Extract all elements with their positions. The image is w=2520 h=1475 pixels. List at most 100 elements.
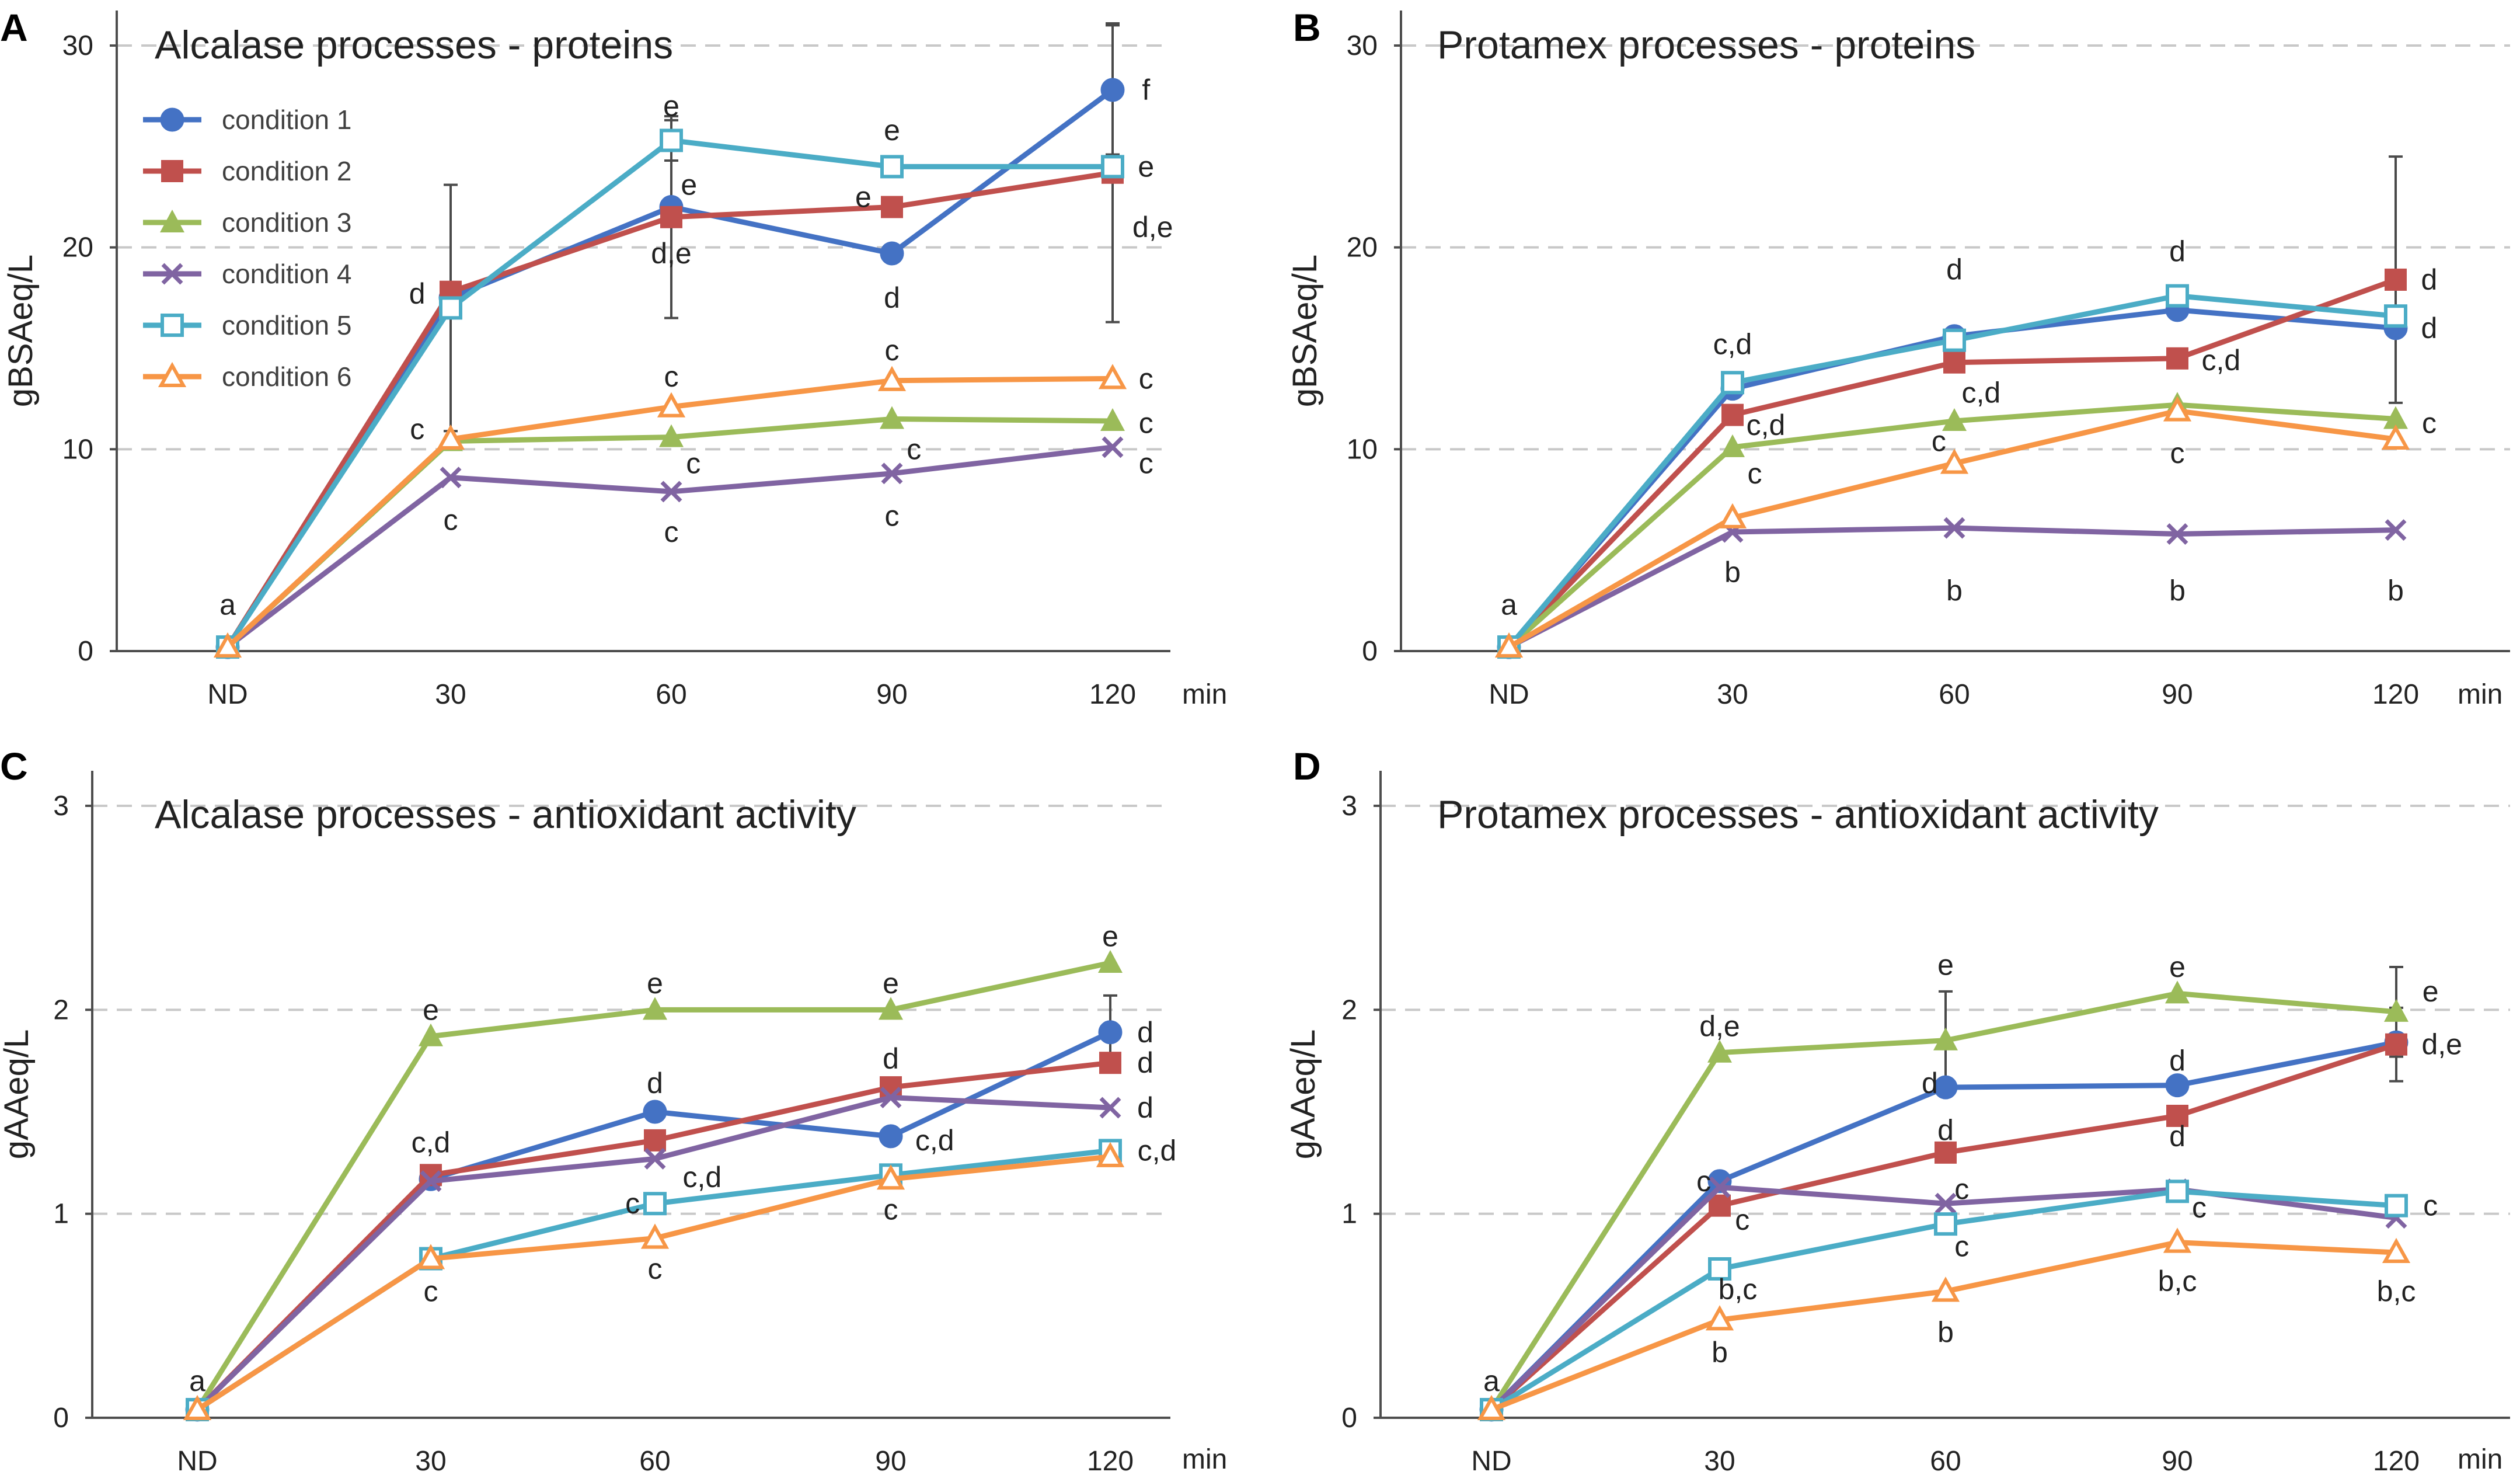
significance-label: d,e (651, 237, 692, 270)
legend-item: condition 4 (143, 259, 352, 289)
data-point (436, 424, 465, 450)
significance-label: c (664, 516, 679, 548)
data-point (643, 1100, 667, 1124)
significance-label: d,e (1699, 1010, 1740, 1042)
data-point (1101, 155, 1124, 179)
significance-label: c (1735, 1203, 1749, 1236)
legend-item: condition 2 (143, 156, 352, 186)
panel-letter: A (0, 6, 28, 49)
x-tick-label: 30 (415, 1446, 446, 1475)
data-point (420, 1170, 442, 1192)
data-point (1098, 1020, 1123, 1045)
significance-label: f (1142, 74, 1150, 106)
significance-label: c,d (1747, 409, 1786, 441)
y-tick-label: 2 (1341, 994, 1357, 1025)
data-point (881, 196, 903, 218)
series-condition-1 (1479, 1030, 2409, 1422)
significance-label: e (647, 967, 663, 1000)
legend-label: condition 3 (222, 207, 352, 238)
x-tick-label: 30 (1717, 679, 1748, 710)
x-tick-label: 30 (1704, 1446, 1735, 1475)
significance-label: a (219, 588, 236, 621)
series-condition-5 (1497, 284, 2407, 659)
significance-label: e (1937, 948, 1954, 981)
data-point (2166, 523, 2188, 545)
x-tick-label: 90 (2162, 1446, 2193, 1475)
x-tick-label: ND (207, 679, 248, 710)
significance-label: c (884, 1194, 898, 1226)
y-tick-label: 0 (1362, 636, 1378, 667)
x-tick-label: ND (177, 1446, 217, 1475)
y-tick-label: 1 (1341, 1199, 1357, 1230)
data-point (2383, 406, 2408, 429)
significance-label: e (1138, 150, 1154, 183)
data-point (2166, 347, 2188, 370)
y-axis-label: gBSAeq/L (2, 255, 40, 407)
x-tick-label: 120 (2372, 679, 2419, 710)
legend-item: condition 3 (143, 207, 352, 238)
data-point (2166, 1180, 2189, 1203)
significance-label: c (1954, 1230, 1969, 1263)
data-point (439, 296, 462, 320)
y-tick-label: 0 (53, 1403, 69, 1434)
significance-label: b,c (2377, 1275, 2416, 1307)
data-point (1721, 403, 1744, 426)
data-point (416, 1244, 445, 1269)
significance-label: c (1139, 406, 1153, 439)
data-point (1705, 1305, 1734, 1331)
legend-item: condition 6 (143, 361, 352, 392)
legend-label: condition 5 (222, 310, 352, 340)
data-point (2163, 396, 2192, 422)
x-axis-label: min (1182, 1444, 1227, 1475)
x-tick-label: 60 (656, 679, 686, 710)
y-tick-label: 10 (1347, 434, 1378, 465)
legend-item: condition 5 (143, 310, 352, 340)
significance-label: d,e (2421, 1028, 2462, 1061)
chart-panel-a: 0 10 20 30 ND 30 60 90 120 min gBSAeq/L A Alcalase p… (0, 6, 1227, 710)
series-line (195, 960, 1111, 1411)
significance-label: e (681, 169, 697, 201)
significance-label: c (885, 499, 900, 532)
data-point (2165, 980, 2190, 1004)
significance-label: c (625, 1187, 640, 1220)
series-condition-3 (185, 949, 1123, 1420)
significance-label: b (2169, 574, 2186, 607)
significance-label: b,c (2158, 1265, 2197, 1297)
data-point (2384, 999, 2409, 1022)
data-point (660, 206, 682, 228)
data-point (659, 424, 684, 447)
x-tick-label: 60 (1939, 679, 1970, 710)
significance-label: d (2421, 312, 2438, 345)
y-tick-label: 1 (53, 1199, 69, 1230)
data-point (1709, 1176, 1731, 1198)
data-point (1707, 1039, 1732, 1063)
series-condition-6 (1477, 1227, 2411, 1421)
data-point (880, 155, 904, 179)
data-point (1100, 78, 1125, 102)
data-point (2385, 1194, 2408, 1217)
data-point (657, 392, 686, 418)
significance-label: e (884, 114, 900, 147)
significance-label: d (2169, 235, 2186, 268)
x-tick-label: 90 (2162, 679, 2193, 710)
y-tick-label: 10 (62, 434, 93, 465)
data-point (1943, 517, 1965, 539)
y-tick-label: 20 (1347, 232, 1378, 263)
significance-label: b (1937, 1316, 1954, 1348)
x-tick-label: 120 (2373, 1446, 2420, 1475)
data-point (1102, 436, 1124, 458)
significance-label: c (1139, 362, 1153, 395)
data-point (880, 241, 904, 266)
data-point (644, 1147, 666, 1170)
data-point (1477, 1394, 1506, 1421)
data-point (2385, 519, 2407, 541)
x-tick-label: 60 (639, 1446, 670, 1475)
significance-label: d (2169, 1120, 2186, 1153)
data-point (1942, 408, 1967, 431)
data-point (1098, 949, 1123, 973)
y-axis-label: gAAeq/L (1284, 1029, 1322, 1160)
significance-label: e (1102, 920, 1118, 953)
panel-letter: C (0, 745, 28, 788)
data-point (2166, 1104, 2188, 1127)
